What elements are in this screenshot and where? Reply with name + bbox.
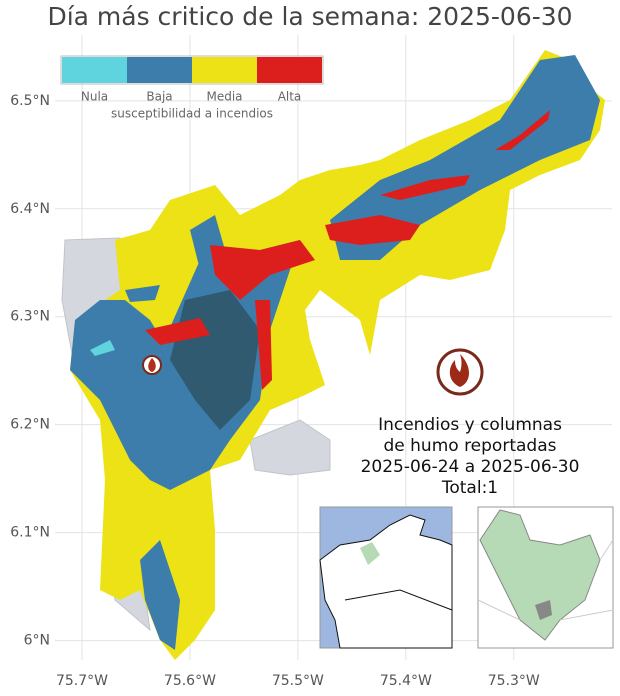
fire-icon: [436, 348, 484, 396]
legend-frame: [60, 55, 324, 85]
y-tick-label: 6.5°N: [10, 93, 50, 109]
susceptibility-areas: [70, 50, 605, 660]
legend-swatch: [257, 57, 322, 83]
x-tick-label: 75.7°W: [56, 673, 108, 689]
annotation-line: Incendios y columnas: [378, 415, 562, 435]
legend-label: Nula: [81, 90, 108, 104]
legend-swatch: [192, 57, 257, 83]
y-tick-label: 6.2°N: [10, 417, 50, 433]
x-tick-label: 75.3°W: [488, 673, 540, 689]
y-tick-label: 6°N: [24, 633, 50, 649]
legend-label: Alta: [278, 90, 302, 104]
y-tick-label: 6.1°N: [10, 525, 50, 541]
inset-region: [477, 506, 614, 649]
fire-marker: [142, 355, 162, 375]
annotation-line: de humo reportadas: [384, 436, 557, 456]
annotation-line: 2025-06-24 a 2025-06-30: [361, 457, 580, 477]
inset-country: [319, 506, 453, 649]
annotation-line: Total:1: [441, 478, 498, 498]
legend-label: Media: [206, 90, 242, 104]
legend-swatch: [127, 57, 192, 83]
x-tick-label: 75.4°W: [380, 673, 432, 689]
legend-swatch: [62, 57, 127, 83]
map-title: Día más critico de la semana: 2025-06-30: [47, 2, 572, 31]
legend: Nula Baja Media Alta susceptibilidad a incen…: [60, 55, 324, 121]
x-tick-label: 75.5°W: [272, 673, 324, 689]
y-tick-label: 6.4°N: [10, 201, 50, 217]
x-tick-label: 75.6°W: [164, 673, 216, 689]
y-tick-label: 6.3°N: [10, 309, 50, 325]
legend-label: Baja: [146, 90, 172, 104]
legend-title: susceptibilidad a incendios: [111, 107, 273, 121]
